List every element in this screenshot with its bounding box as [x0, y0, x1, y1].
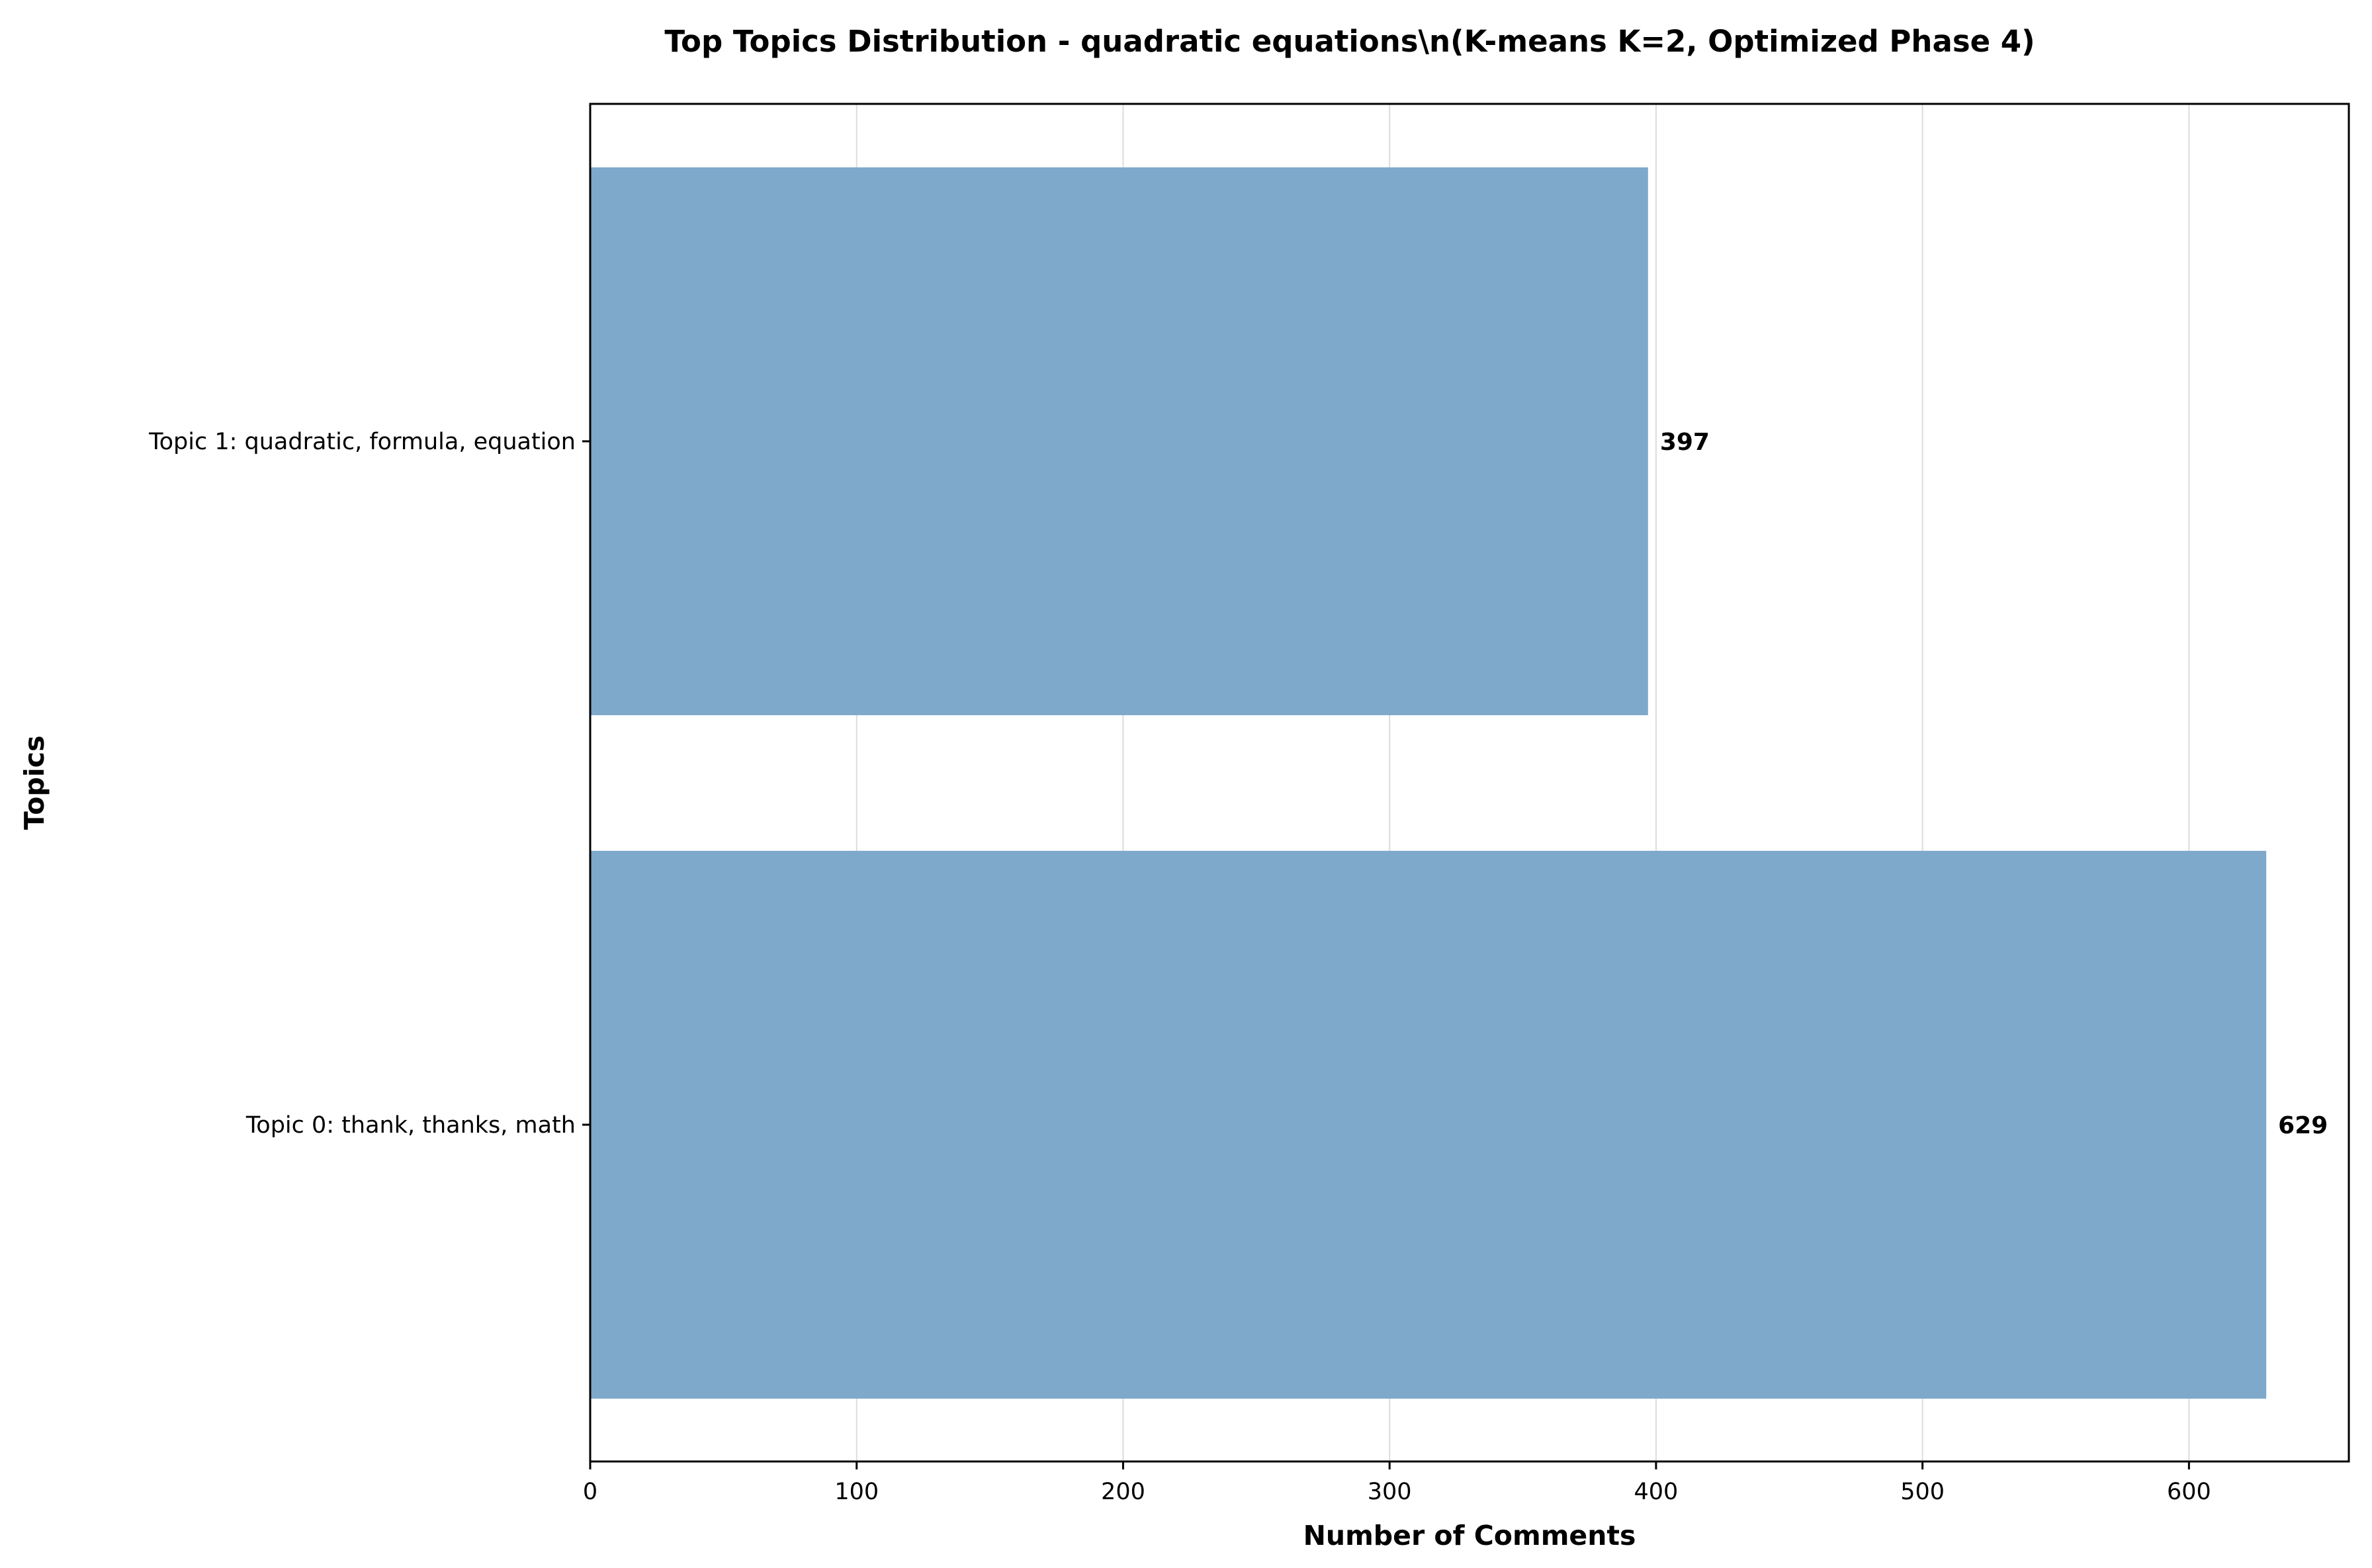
y-tick-label: Topic 1: quadratic, formula, equation — [148, 429, 576, 455]
x-tick-label: 400 — [1634, 1479, 1679, 1505]
plot-area-frame — [589, 103, 2350, 1463]
x-tick-label: 300 — [1368, 1479, 1412, 1505]
x-axis-label: Number of Comments — [1303, 1520, 1636, 1551]
x-tick-label: 100 — [834, 1479, 879, 1505]
data-label: 397 — [1660, 429, 1710, 456]
bars — [590, 167, 2267, 1399]
data-labels: 629 397 — [1660, 429, 2328, 1139]
data-label: 629 — [2278, 1112, 2328, 1139]
y-tick-label: Topic 0: thank, thanks, math — [245, 1112, 576, 1139]
bar-0 — [590, 851, 2267, 1399]
bar-1 — [590, 167, 1648, 715]
x-tick-label: 200 — [1101, 1479, 1145, 1505]
x-tick-label: 600 — [2167, 1479, 2211, 1505]
y-axis-ticks: Topic 0: thank, thanks, math Topic 1: qua… — [148, 429, 590, 1139]
x-axis-ticks: 0 100 200 300 400 500 600 — [583, 1461, 2211, 1505]
chart-title: Top Topics Distribution - quadratic equa… — [664, 24, 2035, 59]
x-tick-label: 500 — [1900, 1479, 1945, 1505]
y-axis-label: Topics — [19, 736, 50, 830]
x-tick-label: 0 — [583, 1479, 597, 1505]
